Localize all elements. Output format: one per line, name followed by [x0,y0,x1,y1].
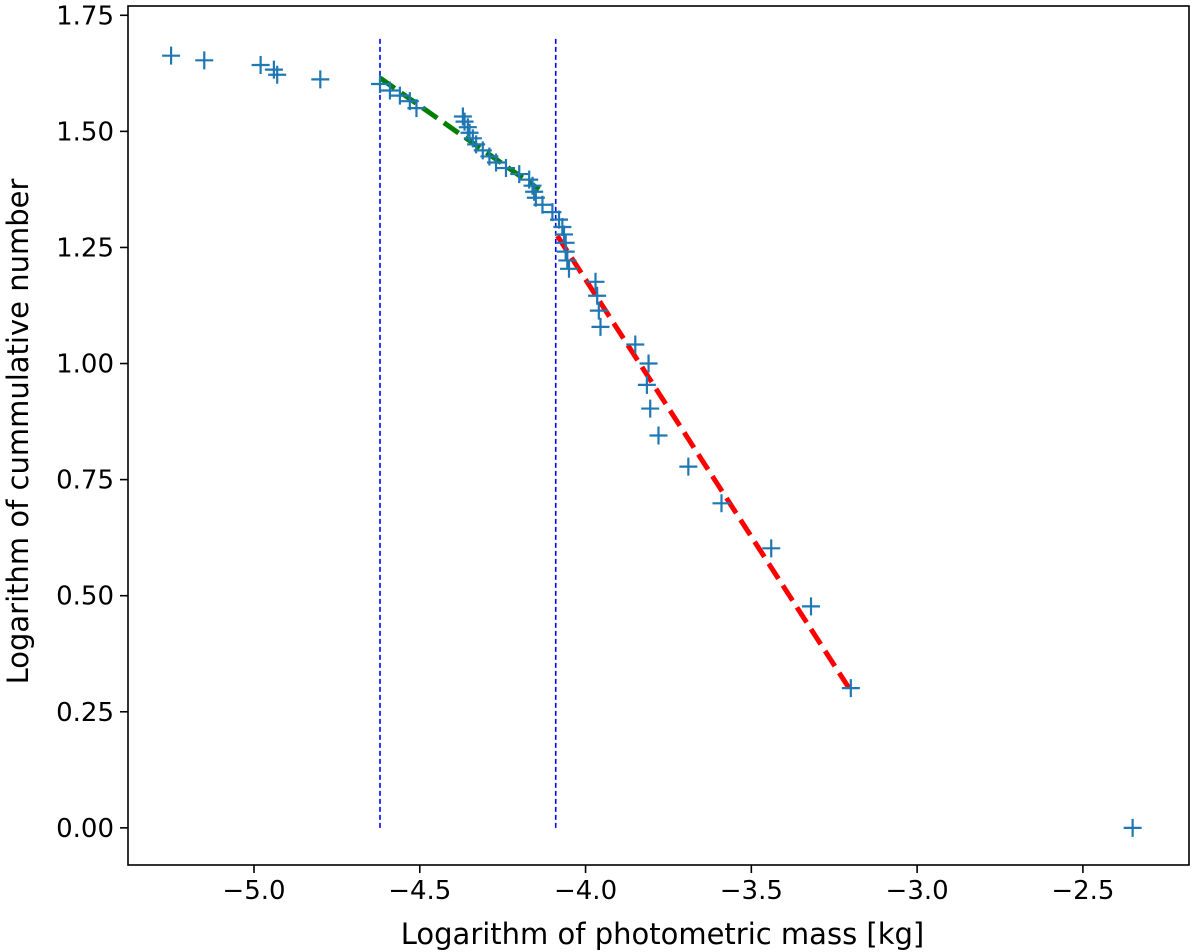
y-tick-label: 0.25 [56,698,114,728]
y-tick-label: 1.75 [56,1,114,31]
x-tick-label: −4.5 [388,876,451,906]
y-tick-label: 1.00 [56,350,114,380]
data-point [556,242,575,261]
x-tick-label: −3.5 [720,876,783,906]
data-point [1123,818,1142,837]
data-point [641,399,660,418]
data-point [533,195,552,214]
data-point [586,272,605,291]
data-point [251,55,270,74]
data-point [162,46,181,65]
data-point [195,51,214,70]
data-point [510,165,529,184]
x-tick-label: −4.0 [554,876,617,906]
x-axis-label: Logarithm of photometric mass [kg] [401,917,924,951]
data-point [712,494,731,513]
data-point [639,354,658,373]
y-tick-label: 0.75 [56,466,114,496]
data-point [496,159,515,178]
data-point [550,210,569,229]
data-point [311,70,330,89]
data-points-group [162,46,1142,837]
x-tick-label: −3.0 [886,876,949,906]
y-tick-label: 1.50 [56,117,114,147]
x-tick-label: −2.5 [1051,876,1114,906]
data-point [380,81,399,100]
y-axis-label: Logarithm of cummulative number [1,179,35,685]
y-tick-label: 1.25 [56,233,114,263]
data-point [453,107,472,126]
data-point [841,679,860,698]
y-tick-label: 0.00 [56,814,114,844]
data-point [553,218,572,237]
data-point [487,153,506,172]
data-point [802,597,821,616]
data-point [589,301,608,320]
data-point [268,65,287,84]
data-point [390,86,409,105]
data-point [555,225,574,244]
data-point [637,375,656,394]
data-point [762,539,781,558]
data-point [370,75,389,94]
data-point [264,60,283,79]
data-point [558,251,577,270]
data-point [626,335,645,354]
data-point [679,457,698,476]
data-point [591,317,610,336]
data-point [649,426,668,445]
data-point [588,286,607,305]
fit-line-2 [555,234,853,693]
plot-frame [127,5,1190,866]
x-tick-label: −5.0 [222,876,285,906]
data-point [407,99,426,118]
data-point [559,259,578,278]
y-tick-label: 0.50 [56,582,114,612]
